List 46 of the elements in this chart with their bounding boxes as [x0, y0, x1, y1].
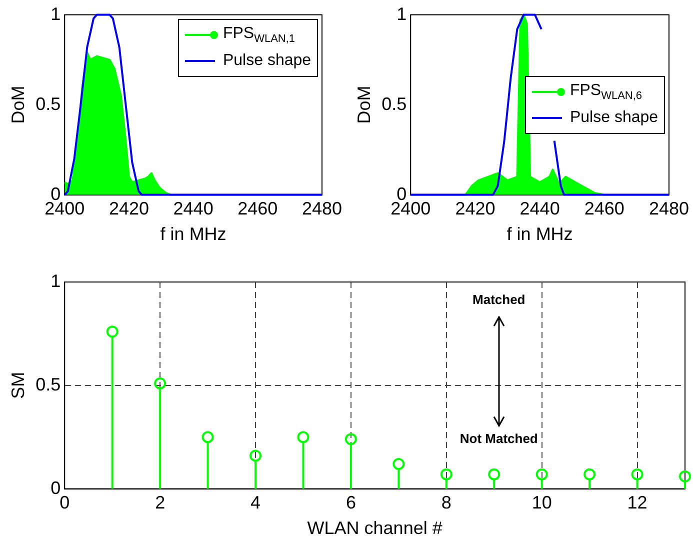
point: [202, 431, 214, 444]
x-tick-label: 2460: [238, 198, 278, 219]
x-tick-label: 2440: [173, 198, 214, 219]
legend-label: Pulse shape: [570, 108, 658, 127]
point: [106, 326, 118, 338]
annotation: Matched: [472, 292, 526, 307]
y-tick-label: 0: [50, 478, 61, 498]
y-axis-title: DoM: [8, 86, 28, 124]
y-tick-label: 0.5: [36, 374, 61, 394]
x-tick-label: 2480: [302, 198, 342, 219]
point: [488, 468, 500, 480]
x-axis-title: WLAN channel #: [307, 518, 442, 538]
point: [154, 377, 166, 390]
x-tick-label: 12: [627, 492, 648, 513]
x-tick-label: 2440: [520, 198, 560, 219]
x-tick-label: 2420: [455, 198, 496, 219]
x-tick-label: 2480: [648, 198, 689, 219]
x-tick-label: 4: [250, 492, 261, 513]
point: [584, 468, 596, 480]
y-tick-label: 1: [50, 270, 61, 291]
legend-label: FPS$_{WLAN,1}$: [222, 24, 296, 45]
x-tick-label: 2460: [584, 198, 624, 219]
y-tick-label: 1: [396, 4, 407, 24]
legend-label: FPS$_{WLAN,6}$: [570, 82, 642, 102]
point: [392, 458, 405, 470]
point: [631, 468, 644, 480]
x-axis-title: f in MHz: [160, 224, 226, 244]
y-tick-label: 1: [50, 4, 61, 24]
legend-label: Pulse shape: [222, 52, 312, 70]
x-tick-label: 10: [532, 492, 552, 513]
y-axis-title: DoM: [354, 86, 374, 124]
point: [344, 433, 357, 446]
point: [440, 468, 452, 480]
point: [536, 468, 548, 480]
y-axis-title: SM: [8, 372, 28, 399]
point: [297, 431, 310, 444]
x-axis-title: f in MHz: [506, 224, 573, 244]
point: [250, 450, 262, 462]
x-tick-label: 6: [346, 492, 356, 513]
y-tick-label: 0.5: [382, 94, 407, 114]
x-tick-label: 2420: [108, 198, 149, 219]
x-tick-label: 2: [155, 492, 166, 513]
annotation: Not Matched: [460, 430, 538, 446]
x-tick-label: 8: [441, 492, 452, 513]
point: [679, 470, 691, 482]
y-tick-label: 0.5: [36, 94, 61, 114]
